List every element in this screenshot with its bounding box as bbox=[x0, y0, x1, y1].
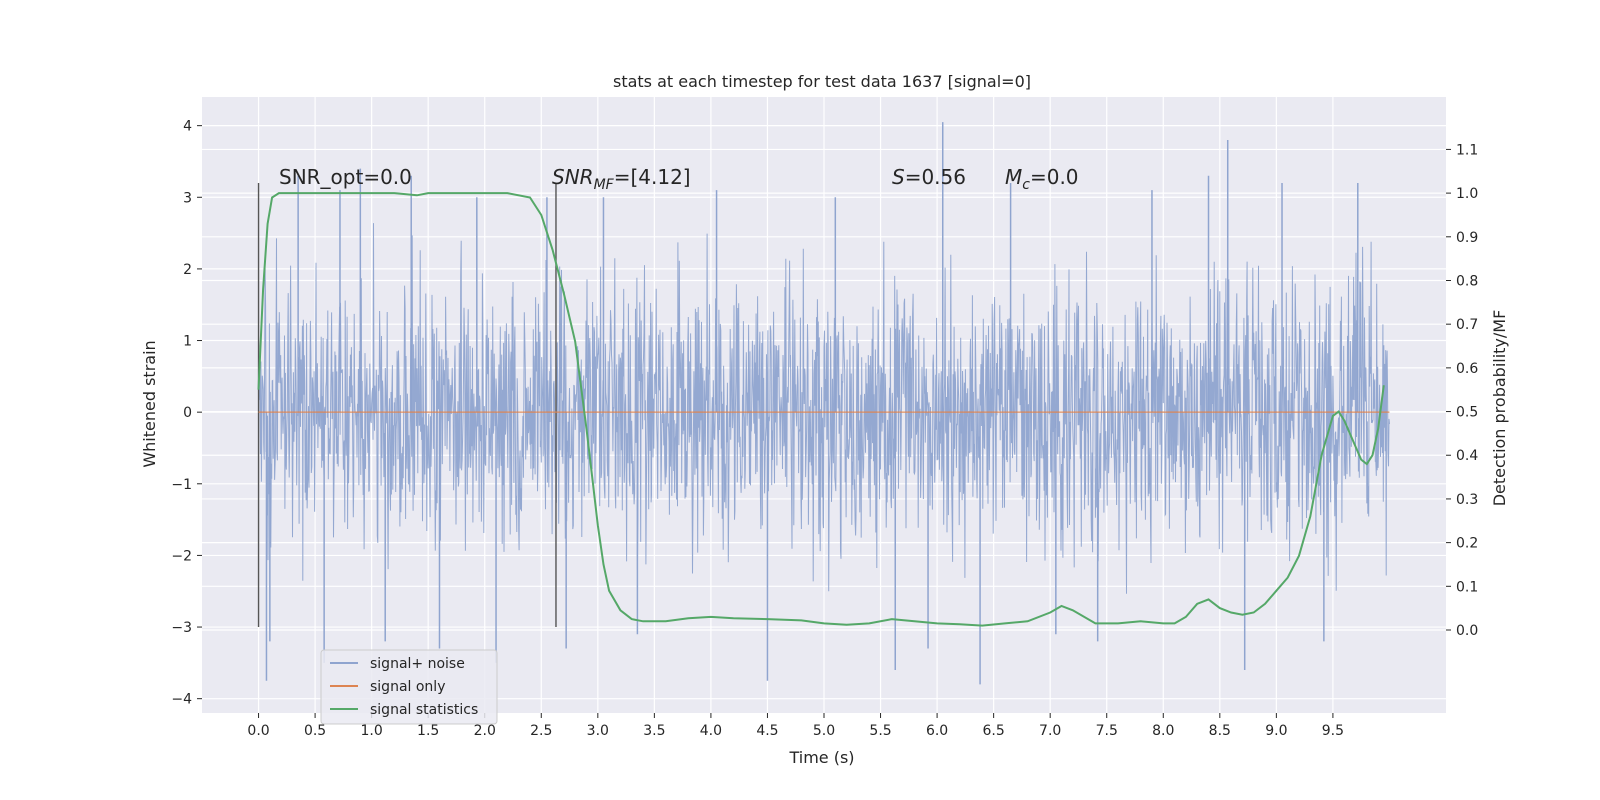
legend-label-signal-statistics: signal statistics bbox=[370, 702, 478, 718]
right-y-tick-label: 0.3 bbox=[1456, 492, 1478, 508]
right-y-tick-label: 0.6 bbox=[1456, 361, 1478, 377]
right-y-tick-label: 0.1 bbox=[1456, 579, 1478, 595]
x-tick-label: 0.0 bbox=[247, 723, 269, 739]
left-y-axis-label: Whitened strain bbox=[140, 340, 159, 467]
left-y-tick-label: 4 bbox=[183, 119, 192, 135]
legend-box bbox=[320, 649, 498, 725]
mc-variable: M bbox=[1005, 165, 1022, 189]
x-tick-label: 7.0 bbox=[1039, 723, 1061, 739]
x-tick-label: 6.0 bbox=[926, 723, 948, 739]
x-tick-label: 9.5 bbox=[1322, 723, 1344, 739]
x-tick-label: 5.5 bbox=[869, 723, 891, 739]
left-y-tick-label: 2 bbox=[183, 262, 192, 278]
right-y-axis-label: Detection probability/MF bbox=[1490, 310, 1509, 507]
mc-value: =0.0 bbox=[1030, 165, 1079, 189]
signal-statistics-line bbox=[257, 192, 1385, 627]
x-tick-label: 8.0 bbox=[1152, 723, 1174, 739]
left-y-tick-label: −1 bbox=[171, 477, 192, 493]
right-y-tick-label: 1.1 bbox=[1456, 142, 1478, 158]
legend-label-signal-noise: signal+ noise bbox=[370, 656, 465, 672]
x-axis-label: Time (s) bbox=[788, 748, 854, 767]
right-y-axis-ticks: 0.0 0.1 0.2 0.3 0.4 0.5 0.6 0.7 0.8 0.9 1.0 1.1 bbox=[1446, 142, 1478, 639]
x-tick-label: 6.5 bbox=[983, 723, 1005, 739]
x-tick-label: 5.0 bbox=[813, 723, 835, 739]
legend-label-signal-only: signal only bbox=[370, 679, 445, 695]
x-tick-label: 2.0 bbox=[474, 723, 496, 739]
x-tick-label: 9.0 bbox=[1265, 723, 1287, 739]
mc-annotation: Mc=0.0 bbox=[1005, 165, 1079, 193]
left-y-tick-label: 0 bbox=[183, 405, 192, 421]
x-axis-ticks: 0.0 0.5 1.0 1.5 2.0 2.5 3.0 3.5 4.0 4.5 5.0 5.5 6.0 6… bbox=[247, 713, 1344, 739]
left-y-tick-label: −2 bbox=[171, 548, 192, 564]
x-tick-label: 4.5 bbox=[756, 723, 778, 739]
snr-mf-variable: SNR bbox=[552, 165, 594, 189]
right-y-tick-label: 1.0 bbox=[1456, 186, 1478, 202]
signal-noise-line bbox=[258, 223, 1390, 594]
legend: signal+ noise signal only signal statist… bbox=[320, 649, 498, 725]
signal-noise-series bbox=[258, 122, 1390, 685]
left-y-tick-label: −3 bbox=[171, 620, 192, 636]
annotations: SNR_opt=0.0 SNRMF=[4.12] S=0.56 Mc=0.0 bbox=[279, 165, 1079, 193]
x-tick-label: 8.5 bbox=[1209, 723, 1231, 739]
snr-opt-annotation: SNR_opt=0.0 bbox=[279, 165, 412, 189]
right-y-tick-label: 0.2 bbox=[1456, 536, 1478, 552]
left-y-tick-label: −4 bbox=[171, 692, 192, 708]
right-y-tick-label: 0.8 bbox=[1456, 273, 1478, 289]
mc-subscript: c bbox=[1022, 177, 1030, 193]
right-y-tick-label: 0.0 bbox=[1456, 623, 1478, 639]
right-y-tick-label: 0.7 bbox=[1456, 317, 1478, 333]
snr-mf-annotation: SNRMF=[4.12] bbox=[552, 165, 691, 193]
right-y-tick-label: 0.4 bbox=[1456, 448, 1478, 464]
x-tick-label: 1.5 bbox=[417, 723, 439, 739]
marker-lines bbox=[257, 182, 557, 628]
chart-title: stats at each timestep for test data 163… bbox=[613, 72, 1031, 91]
x-tick-label: 7.5 bbox=[1096, 723, 1118, 739]
left-y-tick-label: 3 bbox=[183, 190, 192, 206]
x-tick-label: 1.0 bbox=[361, 723, 383, 739]
right-y-tick-label: 0.5 bbox=[1456, 405, 1478, 421]
x-tick-label: 2.5 bbox=[530, 723, 552, 739]
x-tick-label: 0.5 bbox=[304, 723, 326, 739]
right-y-tick-label: 0.9 bbox=[1456, 230, 1478, 246]
s-annotation: S=0.56 bbox=[892, 165, 966, 189]
snr-mf-subscript: MF bbox=[594, 177, 615, 193]
x-tick-label: 3.5 bbox=[643, 723, 665, 739]
x-tick-label: 4.0 bbox=[700, 723, 722, 739]
snr-mf-value: =[4.12] bbox=[614, 165, 691, 189]
s-variable: S bbox=[892, 165, 905, 189]
x-tick-label: 3.0 bbox=[587, 723, 609, 739]
signal-statistics-series bbox=[257, 192, 1385, 627]
left-y-tick-label: 1 bbox=[183, 334, 192, 350]
s-value: =0.56 bbox=[905, 165, 966, 189]
left-y-axis-ticks: −4 −3 −2 −1 0 1 2 3 4 bbox=[171, 119, 202, 708]
